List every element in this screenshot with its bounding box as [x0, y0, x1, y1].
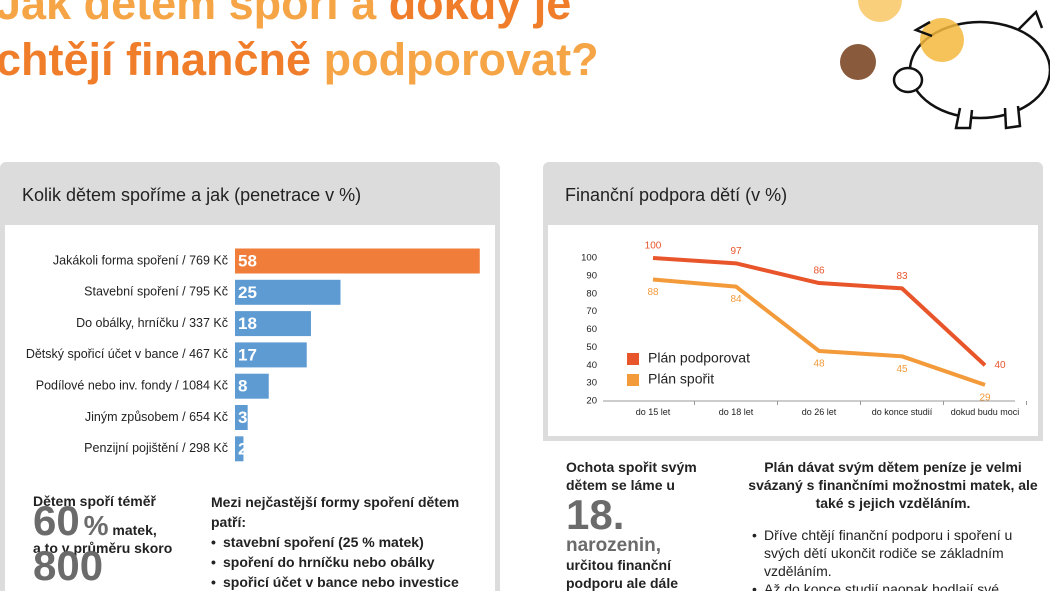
stat-amount: 800 — [33, 542, 104, 589]
stat-note: Dětem spoří téměř 60 % matek, a to v prů… — [33, 492, 193, 589]
age-value: 18. — [566, 491, 625, 538]
list-item: Až do konce studií naopak hodlají své — [752, 580, 1038, 591]
y-tick-label: 20 — [586, 396, 597, 407]
list-item: stavební spoření (25 % matek) — [211, 532, 486, 552]
list-item: Dříve chtějí finanční podporu i spoření … — [752, 526, 1038, 580]
panel-header: Finanční podpora dětí (v %) — [543, 162, 1043, 225]
x-tick-label: do 18 let — [718, 407, 754, 417]
value-label: 8 — [238, 377, 247, 396]
data-label: 40 — [994, 360, 1006, 371]
data-label: 100 — [645, 241, 662, 252]
note-text: Ochota spořit svým dětem se láme u — [566, 459, 697, 493]
y-tick-label: 30 — [586, 378, 597, 389]
x-tick-label: do 15 let — [635, 407, 671, 417]
data-label: 97 — [730, 246, 742, 257]
data-label: 45 — [896, 364, 908, 375]
y-tick-label: 100 — [581, 253, 597, 264]
page-title: Jak dětem spoří a dokdy je chtějí finanč… — [0, 0, 599, 88]
category-label: Do obálky, hrníčku / 337 Kč — [76, 316, 228, 330]
bar — [235, 342, 307, 368]
bar — [235, 373, 269, 399]
title-part: podporovat? — [323, 34, 599, 85]
title-line: chtějí finančně podporovat? — [0, 32, 599, 88]
title-part: chtějí finančně — [0, 34, 312, 85]
plan-note: Plán dávat svým dětem peníze je velmi sv… — [748, 458, 1038, 591]
panel — [0, 225, 500, 591]
data-label: 29 — [979, 393, 991, 404]
value-label: 18 — [238, 314, 257, 333]
age-suffix: narozenin, — [566, 535, 662, 556]
note-text: Plán dávat svým dětem peníze je velmi sv… — [748, 459, 1038, 511]
y-tick-label: 90 — [586, 270, 597, 281]
x-tick-label: do 26 let — [801, 407, 837, 417]
series-line — [652, 256, 987, 367]
age-note: Ochota spořit svým dětem se láme u 18. n… — [566, 458, 706, 591]
y-tick-label: 60 — [586, 324, 597, 335]
stat-value: 60 — [33, 497, 80, 544]
list-item: spoření do hrníčku nebo obálky — [211, 552, 486, 572]
value-label: 25 — [238, 283, 257, 302]
y-tick-label: 40 — [586, 360, 597, 371]
legend-label: Plán podporovat — [648, 350, 750, 366]
title-part: Jak dětem spoří a — [0, 0, 377, 29]
forms-list: stavební spoření (25 % matek)spoření do … — [211, 532, 486, 591]
forms-note: Mezi nejčastější formy spoření dětem pat… — [211, 492, 486, 591]
legend-label: Plán spořit — [648, 371, 714, 387]
bar — [235, 248, 480, 274]
bar — [235, 279, 341, 305]
plan-list: Dříve chtějí finanční podporu i spoření … — [748, 526, 1038, 591]
note-text: Dětem spoří téměř — [33, 493, 156, 509]
note-text: Mezi nejčastější formy spoření dětem pat… — [211, 494, 460, 530]
note-text: a to v průměru skoro — [33, 540, 173, 556]
y-tick-label: 70 — [586, 306, 597, 317]
note-text: matek, — [112, 522, 157, 538]
panel-header: Kolik dětem spoříme a jak (penetrace v %… — [0, 162, 500, 225]
list-item: spořicí účet v bance nebo investice — [211, 572, 486, 591]
category-label: Jiným způsobem / 654 Kč — [85, 410, 228, 424]
data-label: 84 — [730, 294, 742, 305]
category-label: Dětský spořicí účet v bance / 467 Kč — [26, 347, 228, 361]
category-label: Jakákoli forma spoření / 769 Kč — [53, 253, 228, 267]
value-label: 58 — [238, 251, 257, 270]
value-label: 17 — [238, 345, 257, 364]
y-tick-label: 80 — [586, 288, 597, 299]
category-label: Penzijní pojištění / 298 Kč — [84, 441, 228, 455]
legend-swatch — [627, 374, 639, 386]
bar — [235, 405, 248, 430]
bar — [235, 311, 311, 337]
data-label: 48 — [813, 359, 825, 370]
series-line — [652, 277, 986, 387]
data-label: 88 — [647, 287, 659, 298]
note-text: určitou finanční podporu ale dále — [566, 557, 679, 591]
data-label: 86 — [813, 266, 825, 277]
x-tick-label: do konce studií — [871, 407, 933, 417]
x-tick-label: dokud budu moci — [950, 407, 1020, 417]
title-line: Jak dětem spoří a dokdy je — [0, 0, 599, 32]
piggy-illustration — [840, 0, 1050, 130]
value-label: 2 — [238, 439, 247, 458]
stat-line: 60 % matek, — [33, 500, 193, 542]
category-label: Podílové nebo inv. fondy / 1084 Kč — [36, 378, 228, 392]
legend-swatch — [627, 353, 639, 365]
value-label: 3 — [238, 408, 247, 427]
bar — [235, 436, 244, 462]
y-tick-label: 50 — [586, 342, 597, 353]
category-label: Stavební spoření / 795 Kč — [84, 285, 228, 299]
stat-unit: % — [83, 510, 109, 541]
title-part: dokdy je — [388, 0, 572, 29]
data-label: 83 — [896, 271, 908, 282]
